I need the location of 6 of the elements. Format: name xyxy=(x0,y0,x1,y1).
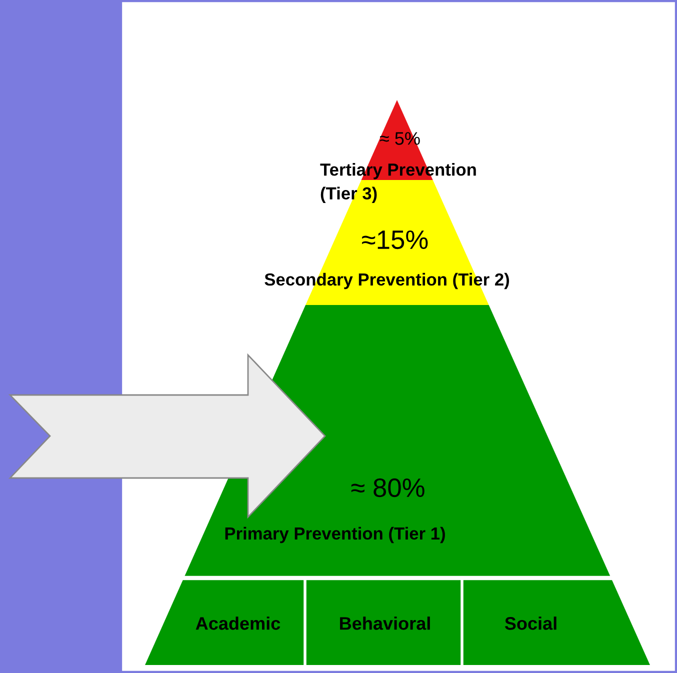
category-label: Primary Prevention (Tier 1) xyxy=(225,526,445,544)
text: Academic xyxy=(196,616,280,630)
text: Social xyxy=(504,616,556,630)
text: Behavioral xyxy=(340,616,430,630)
data-label: ≈15% xyxy=(362,230,428,250)
data-label: ≈ 80% xyxy=(351,478,424,498)
